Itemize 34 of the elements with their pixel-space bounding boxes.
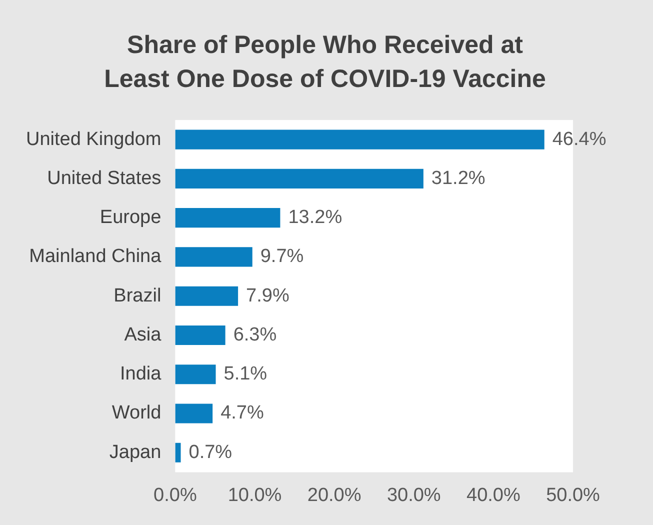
data-label: 6.3% [233, 324, 277, 346]
data-label: 46.4% [552, 128, 606, 150]
x-tick-label: 10.0% [228, 484, 282, 506]
data-label: 7.9% [246, 285, 290, 306]
y-tick-label: Mainland China [29, 246, 162, 268]
y-tick-label: Japan [109, 442, 162, 463]
bar [175, 286, 238, 306]
x-tick-label: 20.0% [307, 484, 362, 506]
bar [175, 442, 181, 462]
y-tick-label: United Kingdom [26, 128, 162, 150]
data-label: 0.7% [188, 442, 232, 463]
y-tick-label: United States [47, 168, 162, 189]
data-label: 31.2% [431, 168, 486, 189]
x-tick-label: 40.0% [466, 484, 520, 506]
data-label: 13.2% [288, 207, 342, 228]
bar [175, 364, 216, 384]
bar [175, 130, 544, 150]
data-label: 5.1% [224, 364, 268, 385]
bar [175, 404, 213, 424]
x-tick-label: 0.0% [154, 484, 197, 506]
bar [175, 168, 424, 188]
x-tick-label: 30.0% [386, 484, 441, 506]
bar [175, 325, 226, 346]
bar [175, 247, 252, 267]
x-tick-label: 50.0% [546, 484, 600, 506]
y-tick-label: India [120, 364, 162, 385]
y-tick-label: Europe [100, 207, 162, 228]
data-label: 4.7% [220, 402, 264, 424]
y-tick-label: Asia [124, 324, 162, 346]
bar [175, 208, 280, 228]
y-tick-label: World [112, 402, 162, 424]
data-label: 9.7% [260, 246, 304, 268]
chart-title: Share of People Who Received at Least One Dose of COVID-19 Vaccine [103, 30, 547, 95]
y-tick-label: Brazil [114, 285, 162, 306]
